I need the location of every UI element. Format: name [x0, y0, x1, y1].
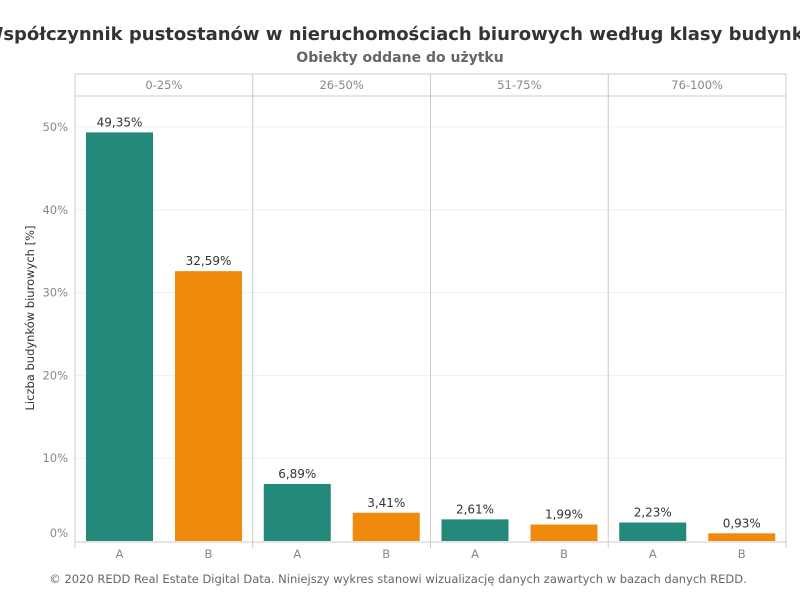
data-label: 2,61% [456, 502, 494, 516]
group-header-label: 76-100% [671, 78, 723, 92]
bar-a [441, 519, 509, 541]
bar-b [175, 271, 242, 541]
chart-title: Współczynnik pustostanów w nieruchomości… [0, 24, 800, 45]
data-label: 6,89% [278, 467, 316, 481]
bar-a [263, 483, 331, 541]
x-category-label: A [471, 547, 479, 561]
x-category-label: A [116, 547, 124, 561]
bar-b [352, 512, 420, 541]
data-label: 49,35% [97, 115, 143, 129]
bar-b [708, 533, 776, 541]
x-category-label: B [738, 547, 746, 561]
plot-area: 0% 10% 20% 30% 40% 50% 0-25% 49,35% A 32,59% B 26-5… [42, 73, 787, 561]
data-label: 0,93% [723, 516, 761, 530]
data-label: 3,41% [367, 496, 405, 510]
chart-subtitle: Obiekty oddane do użytku [296, 50, 503, 66]
data-label: 2,23% [634, 506, 672, 520]
y-tick-label: 0% [50, 526, 68, 540]
footer-note: © 2020 REDD Real Estate Digital Data. Ni… [49, 572, 747, 586]
y-tick-label: 10% [42, 451, 68, 465]
x-category-label: B [205, 547, 213, 561]
x-category-label: A [293, 547, 301, 561]
y-tick-label: 20% [42, 368, 68, 382]
y-axis-label: Liczba budynków biurowych [%] [23, 226, 37, 411]
x-category-label: B [560, 547, 568, 561]
group-header-label: 51-75% [497, 78, 541, 92]
bar-a [86, 132, 153, 541]
x-category-label: A [649, 547, 657, 561]
group-header-label: 0-25% [145, 78, 182, 92]
x-category-label: B [382, 547, 390, 561]
bar-b [530, 524, 598, 541]
data-label: 1,99% [545, 508, 583, 522]
group-header-label: 26-50% [319, 78, 363, 92]
y-tick-label: 30% [42, 286, 68, 300]
y-tick-label: 40% [42, 203, 68, 217]
data-label: 32,59% [186, 254, 232, 268]
y-tick-label: 50% [42, 120, 68, 134]
bar-a [619, 522, 687, 541]
